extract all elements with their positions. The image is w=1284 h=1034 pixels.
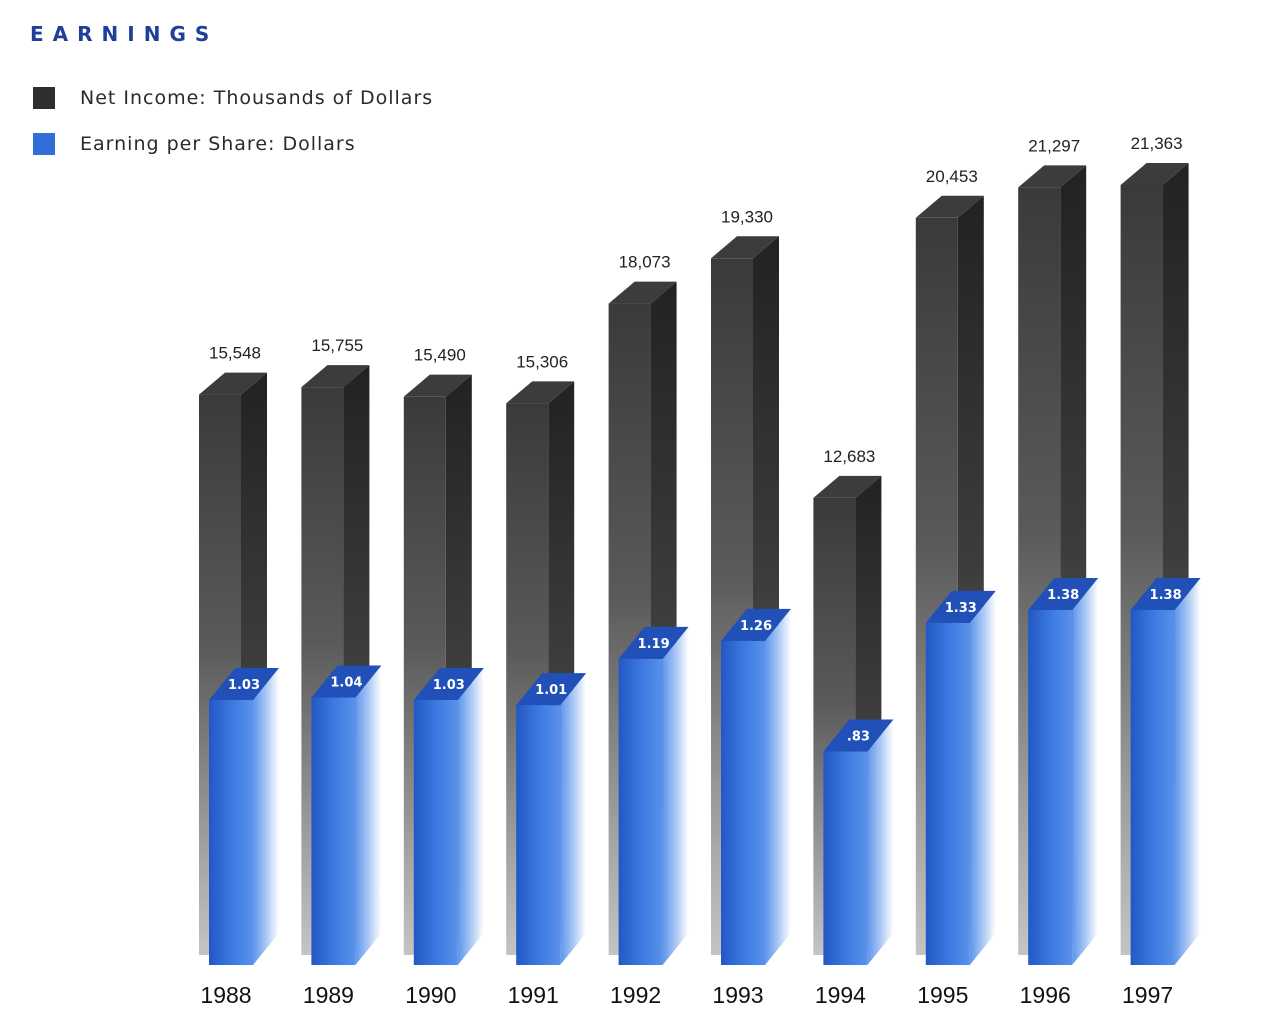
- eps-bar-front: [1130, 610, 1175, 965]
- eps-bar-front: [516, 705, 561, 965]
- eps-value-label: 1.38: [1047, 588, 1079, 603]
- eps-value-label: 1.38: [1150, 588, 1182, 603]
- legend-label-eps: Earning per Share: Dollars: [80, 133, 356, 155]
- year-tick-label: 1991: [508, 982, 559, 1008]
- eps-bar-side: [253, 668, 279, 965]
- eps-bar-front: [209, 700, 253, 965]
- eps-bar-front: [925, 622, 970, 965]
- eps-value-label: 1.03: [433, 678, 465, 693]
- year-tick-label: 1997: [1122, 982, 1173, 1008]
- net-income-bar-top: [711, 236, 779, 259]
- legend-swatch-eps: [33, 133, 55, 155]
- eps-bar-top: [618, 626, 689, 659]
- eps-bar-top: [209, 668, 279, 701]
- net-income-value-label: 15,548: [209, 344, 261, 363]
- eps-bar-front: [413, 700, 458, 965]
- eps-value-label: 1.26: [740, 619, 772, 634]
- net-income-value-label: 15,490: [414, 346, 466, 365]
- year-tick-label: 1995: [917, 982, 968, 1008]
- net-income-value-label: 15,306: [516, 352, 568, 371]
- eps-bar-front: [721, 640, 765, 965]
- net-income-value-label: 21,363: [1131, 134, 1183, 153]
- eps-bar-front: [311, 697, 356, 965]
- eps-value-label: 1.19: [638, 637, 670, 652]
- net-income-bar-top: [403, 374, 472, 397]
- eps-bar-front: [618, 658, 663, 965]
- eps-bar-side: [1174, 578, 1201, 965]
- eps-bar-front: [823, 751, 868, 965]
- year-tick-label: 1994: [815, 982, 866, 1008]
- eps-bar-top: [413, 668, 484, 701]
- legend-label-net-income: Net Income: Thousands of Dollars: [80, 87, 434, 109]
- net-income-bar-top: [1120, 163, 1189, 185]
- eps-bar-front: [1028, 610, 1073, 965]
- eps-bar-top: [823, 719, 894, 752]
- eps-value-label: .83: [847, 729, 870, 744]
- eps-bar-side: [457, 668, 484, 965]
- eps-bar-side: [560, 673, 587, 965]
- net-income-value-label: 21,297: [1028, 136, 1080, 155]
- eps-bar-side: [1072, 578, 1099, 965]
- legend-item-net-income: Net Income: Thousands of Dollars: [33, 85, 433, 111]
- eps-bar-side: [765, 608, 791, 965]
- net-income-value-label: 19,330: [721, 207, 773, 226]
- eps-bar-side: [355, 665, 382, 965]
- eps-value-label: 1.03: [228, 678, 260, 693]
- eps-value-label: 1.04: [330, 675, 362, 690]
- eps-bar-top: [1028, 578, 1099, 610]
- legend-item-eps: Earning per Share: Dollars: [33, 131, 356, 157]
- net-income-bar-top: [608, 281, 677, 304]
- year-tick-label: 1989: [303, 982, 354, 1008]
- net-income-bar-top: [301, 365, 370, 388]
- net-income-bar-top: [199, 372, 267, 395]
- eps-bar-top: [925, 590, 996, 623]
- net-income-value-label: 20,453: [926, 167, 978, 186]
- year-tick-label: 1990: [405, 982, 456, 1008]
- net-income-bar-top: [506, 381, 575, 404]
- eps-bar-top: [721, 608, 791, 641]
- year-tick-label: 1988: [200, 982, 251, 1008]
- net-income-bar-top: [813, 475, 882, 498]
- net-income-value-label: 12,683: [823, 447, 875, 466]
- eps-bar-side: [662, 626, 689, 965]
- chart-title: EARNINGS: [30, 22, 219, 46]
- eps-value-label: 1.01: [535, 683, 567, 698]
- net-income-value-label: 18,073: [619, 253, 671, 272]
- eps-bar-top: [311, 665, 382, 698]
- year-tick-label: 1992: [610, 982, 661, 1008]
- eps-bar-top: [516, 673, 587, 706]
- year-tick-label: 1993: [712, 982, 763, 1008]
- eps-bar-top: [1130, 578, 1201, 610]
- eps-bar-side: [969, 590, 996, 965]
- eps-bar-side: [867, 719, 894, 965]
- eps-value-label: 1.33: [945, 601, 977, 616]
- bars-group: 15,548 1.03 1988 15,755 1.04 1989 15,490 1.03 19…: [199, 134, 1201, 1008]
- year-tick-label: 1996: [1020, 982, 1071, 1008]
- net-income-value-label: 15,755: [311, 336, 363, 355]
- legend-swatch-net-income: [33, 87, 55, 109]
- net-income-bar-top: [915, 195, 984, 218]
- net-income-bar-top: [1018, 165, 1087, 188]
